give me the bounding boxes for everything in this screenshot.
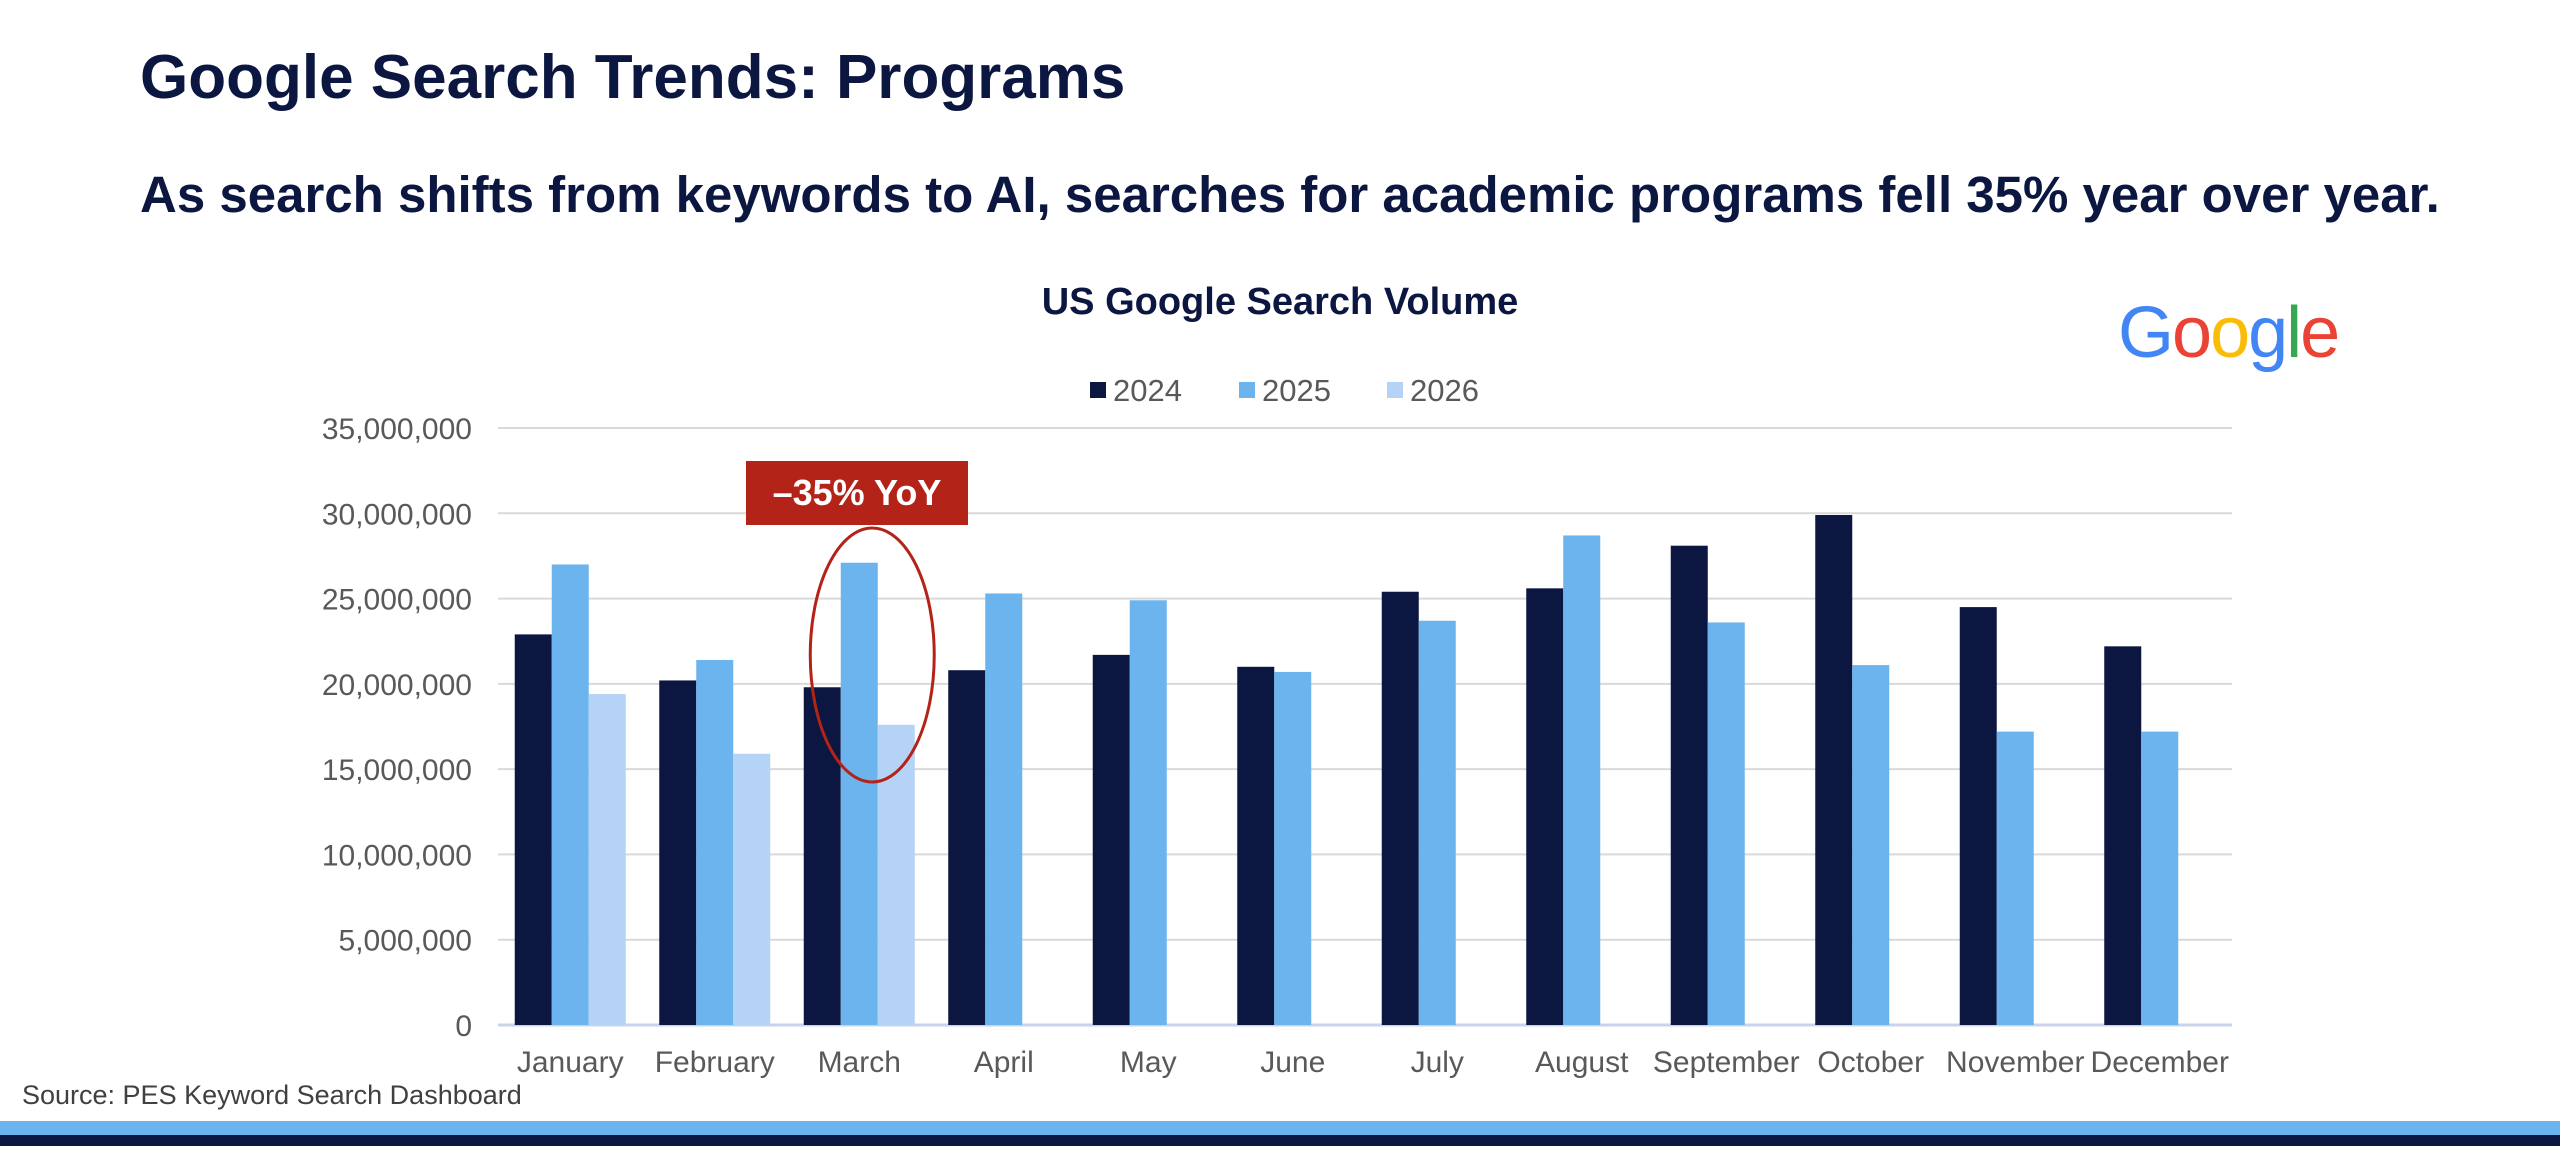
logo-letter: l — [2286, 293, 2302, 373]
bar-2025-december — [2141, 731, 2179, 1025]
chart-legend: 2024 2025 2026 — [1090, 373, 1479, 408]
bar-2024-august — [1526, 588, 1564, 1025]
x-tick-label: June — [1260, 1046, 1325, 1079]
y-tick-label: 35,000,000 — [322, 413, 472, 446]
page-subtitle: As search shifts from keywords to AI, se… — [140, 166, 2440, 223]
x-tick-label: October — [1817, 1046, 1924, 1079]
bar-2025-august — [1563, 535, 1601, 1025]
page-title: Google Search Trends: Programs — [140, 43, 1126, 112]
x-tick-label: January — [517, 1046, 624, 1079]
annotation-label: –35% YoY — [746, 461, 968, 525]
bar-2025-january — [551, 564, 589, 1025]
bar-2026-january — [588, 694, 626, 1025]
bar-2024-april — [948, 670, 986, 1025]
x-tick-label: February — [655, 1046, 775, 1079]
bar-2026-february — [733, 753, 771, 1025]
bar-2026-march — [877, 724, 915, 1025]
legend-swatch — [1387, 382, 1403, 398]
logo-letter: e — [2300, 293, 2340, 373]
bar-2025-june — [1274, 671, 1312, 1025]
bar-2025-february — [696, 659, 734, 1025]
y-tick-label: 15,000,000 — [322, 754, 472, 787]
y-tick-label: 20,000,000 — [322, 669, 472, 702]
bar-2024-january — [514, 634, 552, 1025]
x-tick-label: December — [2091, 1046, 2229, 1079]
bar-2024-june — [1237, 666, 1275, 1025]
x-tick-label: November — [1946, 1046, 2084, 1079]
logo-letter: g — [2248, 293, 2288, 373]
bar-2025-may — [1129, 600, 1167, 1025]
bar-2024-july — [1381, 591, 1419, 1025]
legend-swatch — [1090, 382, 1106, 398]
x-tick-label: April — [974, 1046, 1034, 1079]
y-tick-label: 10,000,000 — [322, 839, 472, 872]
y-tick-label: 25,000,000 — [322, 584, 472, 617]
x-tick-label: March — [818, 1046, 901, 1079]
bar-2024-october — [1815, 514, 1853, 1025]
bar-2025-september — [1707, 622, 1745, 1025]
x-tick-label: May — [1120, 1046, 1177, 1079]
legend-swatch — [1239, 382, 1255, 398]
bar-2025-april — [985, 593, 1023, 1025]
logo-letter: o — [2172, 293, 2212, 373]
x-axis: January February March April May June July Augu… — [517, 1046, 2229, 1079]
google-logo: Google — [2118, 292, 2340, 374]
bar-2024-february — [659, 680, 697, 1025]
annotation-circle — [808, 526, 936, 784]
x-tick-label: July — [1411, 1046, 1464, 1079]
chart-title: US Google Search Volume — [1042, 281, 1519, 323]
bar-2025-november — [1996, 731, 2034, 1025]
y-tick-label: 30,000,000 — [322, 498, 472, 531]
chart-bars — [514, 514, 2179, 1025]
bar-2024-may — [1092, 654, 1130, 1025]
logo-letter: G — [2118, 293, 2174, 373]
legend-label: 2024 — [1113, 373, 1182, 408]
logo-letter: o — [2210, 293, 2250, 373]
bar-2024-september — [1670, 545, 1708, 1025]
legend-label: 2025 — [1262, 373, 1331, 408]
y-tick-label: 0 — [455, 1010, 472, 1043]
bar-2025-march — [840, 562, 878, 1025]
bar-2025-july — [1418, 620, 1456, 1025]
footer-band-light — [0, 1121, 2560, 1135]
x-tick-label: September — [1653, 1046, 1800, 1079]
bar-2024-november — [1959, 607, 1997, 1025]
y-axis: 0 5,000,000 10,000,000 15,000,000 20,000,000… — [322, 413, 472, 1043]
bar-2024-march — [803, 687, 841, 1025]
legend-label: 2026 — [1410, 373, 1479, 408]
footer-band-dark — [0, 1135, 2560, 1146]
bar-2025-october — [1852, 665, 1890, 1025]
source-note: Source: PES Keyword Search Dashboard — [22, 1080, 522, 1110]
x-tick-label: August — [1535, 1046, 1629, 1079]
bar-2024-december — [2104, 646, 2142, 1025]
y-tick-label: 5,000,000 — [339, 925, 472, 958]
